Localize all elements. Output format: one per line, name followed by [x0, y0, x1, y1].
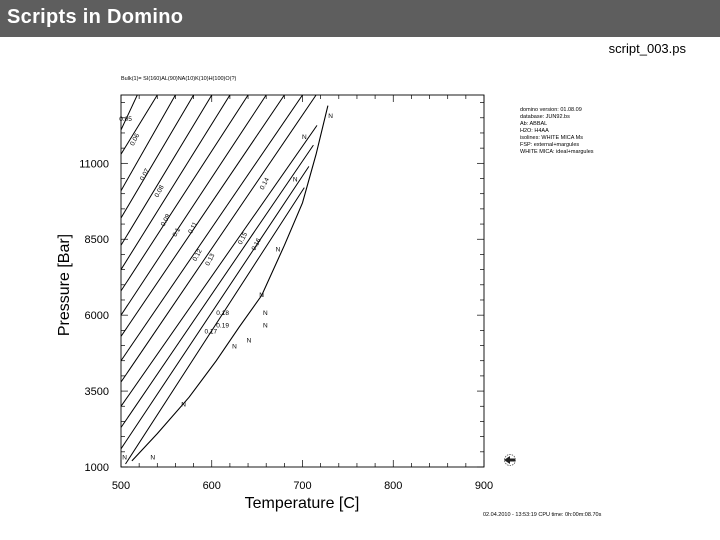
x-axis-label: Temperature [C] [245, 495, 360, 512]
isoline-0.11 [121, 95, 249, 292]
isoline-0.15 [121, 95, 317, 383]
y-tick-label: 11000 [79, 158, 109, 170]
info-line: database: JUN92.bs [520, 114, 570, 120]
isoline-label: 0.08 [154, 184, 166, 199]
isoline-0.12 [121, 95, 267, 316]
info-line: H2O: H4AA [520, 128, 549, 134]
arrow-icon [504, 454, 516, 466]
isoline-0.14 [121, 95, 303, 361]
n-label: N [263, 310, 268, 317]
n-label: N [293, 177, 298, 184]
y-tick-label: 6000 [85, 310, 109, 322]
isoline-0.08 [121, 95, 195, 219]
info-line: Ab: ABBAL [520, 121, 547, 127]
reaction-boundary-line [131, 105, 329, 462]
x-tick-label: 500 [112, 480, 130, 492]
isoline-label: 0.15 [237, 231, 249, 246]
isoline-0.13 [121, 95, 285, 337]
y-tick-label: 1000 [85, 462, 109, 474]
info-line: isolines: WHITE MICA Ms [520, 135, 583, 141]
info-line: FSP: external+margules [520, 142, 579, 148]
cpu-time-footer: 02.04.2010 - 13:53:19 CPU time: 0h:00m:0… [483, 512, 602, 518]
n-label: N [302, 134, 307, 141]
slide-title-bar: Scripts in Domino [0, 0, 720, 37]
n-label: N [328, 113, 333, 120]
y-tick-label: 3500 [85, 386, 109, 398]
isoline-label: 0.13 [204, 252, 216, 267]
isoline-label: 0.05 [119, 116, 132, 123]
isoline-0.16 [121, 125, 318, 407]
n-label: N [150, 454, 155, 461]
y-axis-label: Pressure [Bar] [56, 234, 73, 336]
isoline-label: 0.1 [172, 226, 183, 238]
n-label: N [181, 401, 186, 408]
isoline-0.18 [121, 166, 310, 450]
isoline-0.05 [121, 95, 138, 131]
x-tick-label: 800 [384, 480, 402, 492]
n-label: N [122, 454, 127, 461]
x-tick-label: 600 [203, 480, 221, 492]
info-line: domino version: 01.08.09 [520, 107, 582, 113]
script-filename: script_003.ps [608, 41, 686, 56]
isoline-0.09 [121, 95, 213, 246]
isoline-label: 0.16 [251, 237, 263, 252]
isoline-label: 0.19 [216, 322, 229, 329]
x-tick-label: 700 [293, 480, 311, 492]
isoline-0.06 [121, 95, 158, 155]
isoline-label: 0.18 [216, 310, 229, 317]
bulk-composition: Bulk(1)= SI(160)AL(90)NA(10)K(10)H(100)O… [121, 76, 237, 82]
isoline-0.07 [121, 95, 176, 191]
n-label: N [232, 344, 237, 351]
isoline-0.19 [125, 187, 305, 465]
isoline-label: 0.12 [192, 248, 204, 263]
n-label: N [259, 292, 264, 299]
n-label: N [247, 337, 252, 344]
isoline-0.1 [121, 95, 231, 270]
y-tick-label: 8500 [85, 234, 109, 246]
info-line: WHITE MICA: ideal+margules [520, 149, 594, 155]
isoline-label: 0.14 [259, 176, 271, 191]
x-tick-label: 900 [475, 480, 493, 492]
isoline-label: 0.06 [129, 132, 141, 147]
n-label: N [276, 246, 281, 253]
isoline-0.17 [121, 144, 314, 428]
slide-title: Scripts in Domino [7, 6, 184, 28]
isoline-label: 0.17 [205, 328, 218, 335]
n-label: N [263, 322, 268, 329]
